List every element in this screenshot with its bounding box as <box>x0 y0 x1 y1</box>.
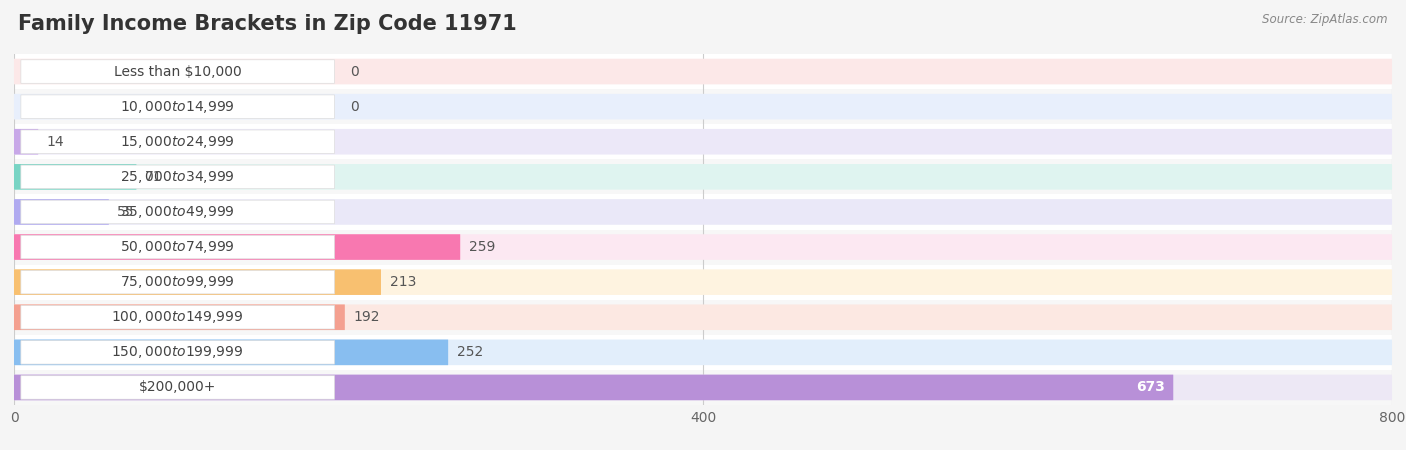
FancyBboxPatch shape <box>14 199 108 225</box>
Text: 14: 14 <box>46 135 65 149</box>
FancyBboxPatch shape <box>21 376 335 399</box>
Bar <box>14 265 1392 300</box>
FancyBboxPatch shape <box>14 234 1392 260</box>
Text: $100,000 to $149,999: $100,000 to $149,999 <box>111 309 243 325</box>
FancyBboxPatch shape <box>14 164 136 189</box>
FancyBboxPatch shape <box>14 129 1392 154</box>
Text: $200,000+: $200,000+ <box>139 380 217 395</box>
Text: $35,000 to $49,999: $35,000 to $49,999 <box>121 204 235 220</box>
Text: $10,000 to $14,999: $10,000 to $14,999 <box>121 99 235 115</box>
Bar <box>14 89 1392 124</box>
FancyBboxPatch shape <box>14 199 1392 225</box>
FancyBboxPatch shape <box>14 340 449 365</box>
FancyBboxPatch shape <box>14 305 344 330</box>
Bar <box>14 300 1392 335</box>
FancyBboxPatch shape <box>14 59 1392 84</box>
Bar <box>14 370 1392 405</box>
FancyBboxPatch shape <box>21 165 335 189</box>
FancyBboxPatch shape <box>21 270 335 294</box>
Bar <box>14 230 1392 265</box>
Text: 252: 252 <box>457 345 482 360</box>
FancyBboxPatch shape <box>14 340 1392 365</box>
Text: Less than $10,000: Less than $10,000 <box>114 64 242 79</box>
Bar <box>14 159 1392 194</box>
FancyBboxPatch shape <box>14 375 1173 400</box>
Text: 55: 55 <box>118 205 135 219</box>
Text: 192: 192 <box>353 310 380 324</box>
FancyBboxPatch shape <box>14 305 1392 330</box>
Text: Source: ZipAtlas.com: Source: ZipAtlas.com <box>1263 14 1388 27</box>
FancyBboxPatch shape <box>14 164 1392 189</box>
Text: $15,000 to $24,999: $15,000 to $24,999 <box>121 134 235 150</box>
FancyBboxPatch shape <box>14 94 1392 119</box>
Bar <box>14 335 1392 370</box>
Text: 213: 213 <box>389 275 416 289</box>
FancyBboxPatch shape <box>14 270 1392 295</box>
FancyBboxPatch shape <box>21 130 335 153</box>
Bar <box>14 54 1392 89</box>
FancyBboxPatch shape <box>21 95 335 118</box>
Text: 71: 71 <box>145 170 163 184</box>
FancyBboxPatch shape <box>14 129 38 154</box>
Text: $75,000 to $99,999: $75,000 to $99,999 <box>121 274 235 290</box>
Text: 259: 259 <box>468 240 495 254</box>
Text: $150,000 to $199,999: $150,000 to $199,999 <box>111 344 243 360</box>
FancyBboxPatch shape <box>21 235 335 259</box>
Text: $50,000 to $74,999: $50,000 to $74,999 <box>121 239 235 255</box>
Bar <box>14 124 1392 159</box>
FancyBboxPatch shape <box>14 234 460 260</box>
FancyBboxPatch shape <box>21 60 335 83</box>
Text: $25,000 to $34,999: $25,000 to $34,999 <box>121 169 235 185</box>
Bar <box>14 194 1392 230</box>
FancyBboxPatch shape <box>21 200 335 224</box>
Text: 673: 673 <box>1136 380 1164 395</box>
FancyBboxPatch shape <box>14 375 1392 400</box>
Text: 0: 0 <box>350 64 359 79</box>
FancyBboxPatch shape <box>14 270 381 295</box>
Text: Family Income Brackets in Zip Code 11971: Family Income Brackets in Zip Code 11971 <box>18 14 517 33</box>
FancyBboxPatch shape <box>21 306 335 329</box>
Text: 0: 0 <box>350 99 359 114</box>
FancyBboxPatch shape <box>21 341 335 364</box>
